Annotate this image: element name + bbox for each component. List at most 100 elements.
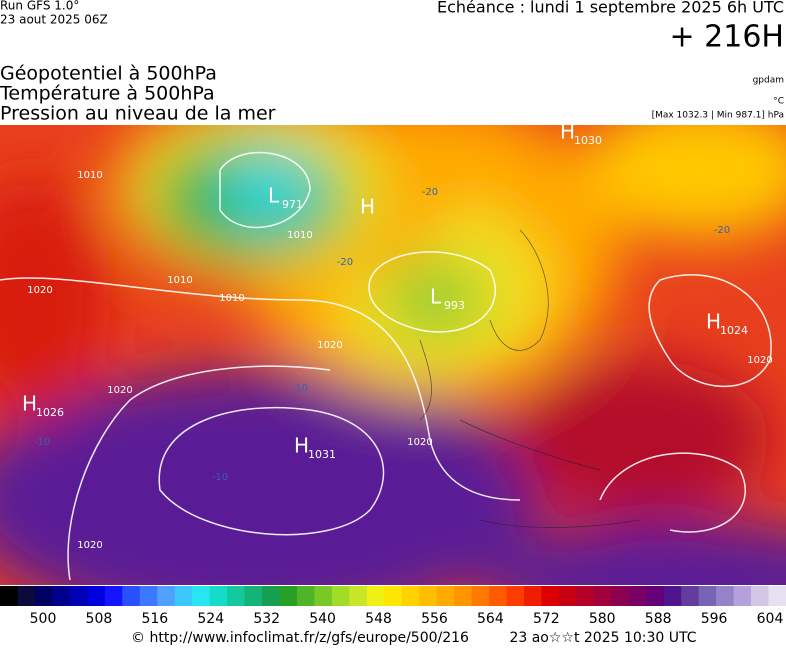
colorbar-swatch — [558, 586, 577, 606]
run-label: Run GFS 1.0° — [0, 0, 79, 13]
source: © http://www.infoclimat.fr/z/gfs/europe/… — [131, 630, 469, 646]
colorbar-swatch — [366, 586, 385, 606]
center-letter: H — [22, 392, 37, 416]
colorbar-swatch — [87, 586, 106, 606]
center-value: 1031 — [308, 448, 336, 461]
colorbar-swatch — [227, 586, 246, 606]
colorbar-swatch — [716, 586, 735, 606]
center-letter: H — [706, 310, 721, 334]
colorbar-swatch — [751, 586, 770, 606]
colorbar-label: 532 — [253, 611, 280, 627]
center-letter: L — [430, 285, 442, 309]
colorbar-label: 588 — [645, 611, 672, 627]
center-value: 1024 — [720, 324, 748, 337]
colorbar-swatch — [296, 586, 315, 606]
temp-label: -10 — [34, 437, 50, 448]
colorbar-swatch — [541, 586, 560, 606]
colorbar-label: 516 — [141, 611, 168, 627]
center-letter: H — [560, 120, 575, 144]
colorbar-label: 596 — [701, 611, 728, 627]
temp-label: -20 — [714, 225, 730, 236]
colorbar-swatch — [646, 586, 665, 606]
isobar-label: 1020 — [27, 285, 52, 296]
colorbar-label: 564 — [477, 611, 504, 627]
temp-label: -20 — [337, 257, 353, 268]
colorbar-swatch — [314, 586, 333, 606]
center-letter: H — [294, 434, 309, 458]
colorbar-swatch — [349, 586, 368, 606]
colorbar-label: 524 — [197, 611, 224, 627]
colorbar-swatch — [52, 586, 71, 606]
unit-label: gpdam — [753, 76, 784, 86]
colorbar-swatch — [331, 586, 350, 606]
temp-label: -10 — [292, 383, 308, 394]
pressure-range: [Max 1032.3 | Min 987.1] hPa — [652, 111, 784, 121]
colorbar-swatch — [69, 586, 88, 606]
center-value: 1030 — [574, 134, 602, 147]
colorbar-swatch — [663, 586, 682, 606]
colorbar-label: 500 — [30, 611, 57, 627]
colorbar-swatch — [174, 586, 193, 606]
colorbar-swatch — [524, 586, 542, 606]
colorbar-swatch — [157, 586, 176, 606]
temp-label: -10 — [212, 472, 228, 483]
colorbar-label: 540 — [309, 611, 336, 627]
isobar-label: 1010 — [77, 170, 102, 181]
colorbar-swatch — [576, 586, 595, 606]
colorbar-swatch — [489, 586, 508, 606]
colorbar-swatch — [34, 586, 53, 606]
isobar-label: 1020 — [77, 540, 102, 551]
colorbar-swatch — [0, 586, 18, 606]
colorbar-swatch — [401, 586, 420, 606]
colorbar-swatch — [681, 586, 700, 606]
valid-time: Echéance : lundi 1 septembre 2025 6h UTC — [437, 0, 784, 17]
lead-time: + 216H — [670, 20, 785, 55]
colorbar-swatch — [454, 586, 473, 606]
field-title: Température à 500hPa — [0, 83, 215, 105]
colorbar-swatch — [384, 586, 403, 606]
colorbar-swatch — [17, 586, 36, 606]
colorbar-swatch — [471, 586, 490, 606]
colorbar-swatch — [192, 586, 211, 606]
colorbar-swatch — [506, 586, 525, 606]
isobar-label: 1020 — [317, 340, 342, 351]
colorbar-swatch — [611, 586, 630, 606]
colorbar-swatch — [262, 586, 280, 606]
colorbar-swatch — [698, 586, 717, 606]
center-value: 993 — [444, 299, 465, 312]
colorbar-swatch — [104, 586, 123, 606]
colorbar-swatch — [419, 586, 438, 606]
colorbar-swatch — [733, 586, 752, 606]
center-value: 971 — [282, 198, 303, 211]
isobar-label: 1020 — [747, 355, 772, 366]
colorbar-label: 548 — [365, 611, 392, 627]
colorbar-swatch — [244, 586, 263, 606]
center-letter: H — [360, 195, 375, 219]
field — [0, 125, 786, 585]
run-date: 23 aout 2025 06Z — [0, 13, 108, 27]
unit-label: °C — [773, 97, 784, 107]
field-title: Géopotentiel à 500hPa — [0, 63, 217, 85]
colorbar-swatch — [593, 586, 612, 606]
colorbar-label: 556 — [421, 611, 448, 627]
isobar-label: 1010 — [167, 275, 192, 286]
field-title: Pression au niveau de la mer — [0, 103, 276, 125]
colorbar-swatch — [139, 586, 158, 606]
colorbar-swatch — [768, 586, 786, 606]
colorbar-swatch — [628, 586, 647, 606]
temp-label: -20 — [422, 187, 438, 198]
isobar-label: 1020 — [407, 437, 432, 448]
isobar-label: 1020 — [107, 385, 132, 396]
center-letter: L — [268, 184, 280, 208]
colorbar-label: 580 — [589, 611, 616, 627]
colorbar-swatch — [122, 586, 141, 606]
colorbar-label: 604 — [757, 611, 784, 627]
center-value: 1026 — [36, 406, 64, 419]
colorbar-label: 572 — [533, 611, 560, 627]
isobar-label: 1010 — [287, 230, 312, 241]
generated: 23 ao☆☆t 2025 10:30 UTC — [509, 630, 696, 646]
colorbar-swatch — [436, 586, 455, 606]
colorbar-swatch — [209, 586, 228, 606]
